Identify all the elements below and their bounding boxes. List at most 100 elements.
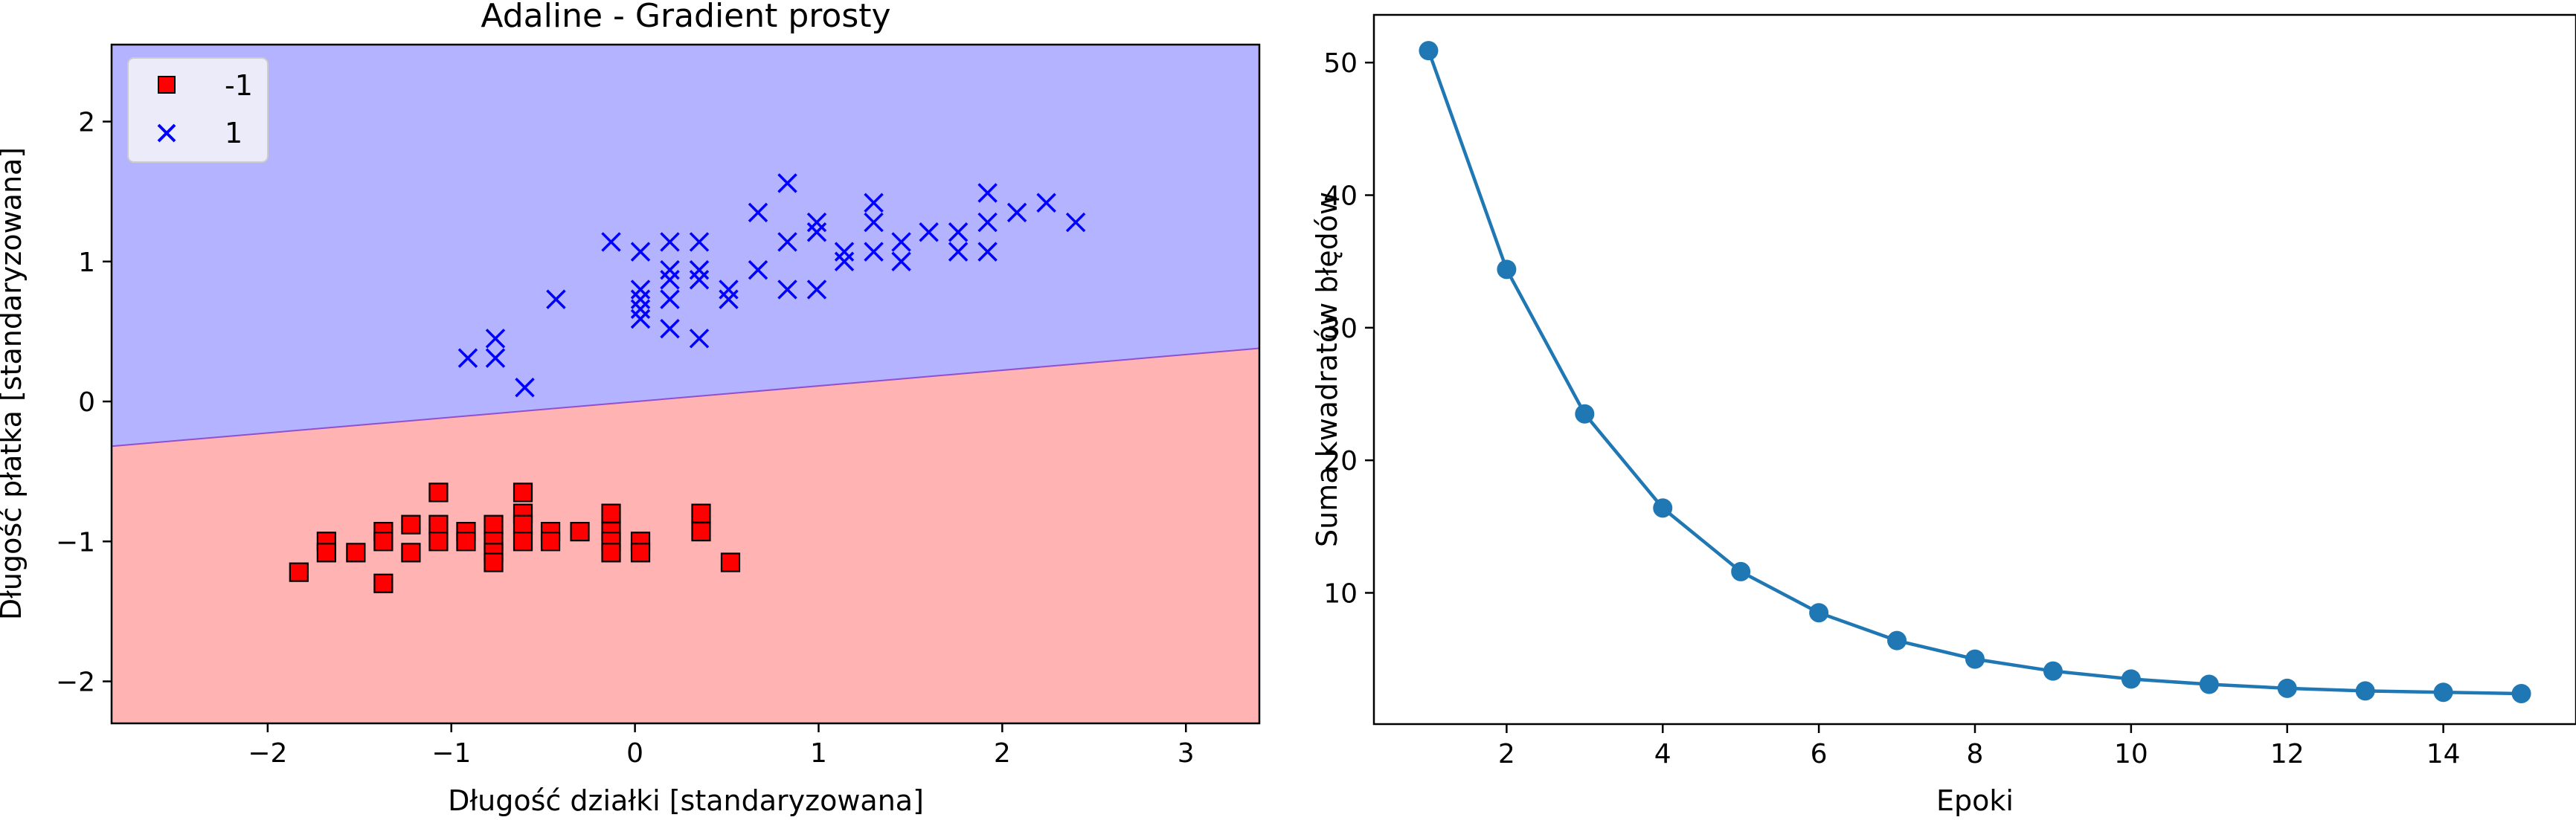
right-x-axis-label: Epoki [1936,784,2014,817]
point-class-1 [660,289,680,309]
point-class-neg1 [484,514,504,535]
y-tick-label: 2 [78,108,95,138]
point-class-neg1 [691,503,711,523]
point-class-1 [919,222,939,242]
point-class-1 [891,251,911,272]
cost-point [1497,259,1517,280]
point-class-1 [977,183,998,203]
left-y-axis-label: Długość płatka [standaryzowana] [0,147,28,620]
point-class-neg1 [570,522,590,542]
cost-line-series [1419,41,2531,703]
point-class-1 [719,289,739,309]
point-class-1 [777,232,797,252]
cost-per-epoch-plot: 2 4 6 8 10 12 14 10 20 30 40 50 Epoki Suma kwadrat… [1311,13,2576,817]
decision-region-plot: Adaline - Gradient prosty −2 −1 0 1 2 3 −2 −1 0… [0,0,1261,817]
x-tick-label: −2 [248,738,287,769]
point-class-1 [777,280,797,300]
point-class-neg1 [428,514,449,535]
point-class-1 [630,289,651,309]
point-class-1 [660,232,680,252]
point-class-neg1 [428,482,449,503]
right-y-axis-label: Suma kwadratów błędów [1311,192,1343,547]
point-class-1 [1006,202,1027,223]
right-x-ticks: 2 4 6 8 10 12 14 [1498,724,2461,769]
point-class-neg1 [373,532,394,552]
point-class-1 [748,202,768,223]
cost-point [1419,41,1439,61]
decision-regions [111,45,1260,723]
point-class-1 [689,270,710,290]
point-class-neg1 [484,552,504,572]
y-tick-label: 0 [78,387,95,418]
point-class-1 [515,377,535,398]
legend-square-marker [158,76,176,94]
legend-label-neg: -1 [225,69,253,102]
cost-point [2511,683,2531,703]
point-class-neg1 [289,562,309,582]
point-class-1 [806,212,827,233]
point-class-1 [891,232,911,252]
point-class-neg1 [720,552,741,572]
cost-point [2043,661,2063,681]
cost-point [1965,649,1985,669]
point-class-neg1 [540,532,561,552]
y-tick-label: 50 [1323,48,1358,79]
cost-point [1809,603,1829,623]
y-tick-label: 30 [1323,314,1358,344]
cost-point [2121,669,2141,689]
point-class-neg1 [316,543,336,563]
point-class-1 [806,280,827,300]
point-class-1 [1036,193,1056,213]
x-tick-label: 2 [994,738,1011,769]
cost-point [1887,630,1907,650]
left-x-axis-label: Długość działki [standaryzowana] [448,784,924,817]
left-x-ticks: −2 −1 0 1 2 3 [248,723,1195,769]
y-tick-label: 40 [1323,181,1358,212]
point-class-1 [864,193,884,213]
y-tick-label: −2 [56,668,95,698]
point-class-1 [457,348,478,368]
point-class-1 [630,299,651,320]
left-chart-title: Adaline - Gradient prosty [481,0,890,35]
point-class-1 [660,318,680,339]
point-class-neg1 [401,514,421,535]
right-plot-frame [1372,13,2576,726]
point-class-1 [660,270,680,290]
x-tick-label: 3 [1178,738,1195,769]
point-class-neg1 [513,532,533,552]
point-class-1 [689,259,710,280]
region-class-1 [112,45,1259,447]
point-class-1 [719,280,739,300]
point-class-1 [630,280,651,300]
point-class-neg1 [513,514,533,535]
legend: -1 1 [127,57,269,163]
point-class-1 [834,251,855,272]
decision-boundary [111,347,1260,448]
cost-point [2199,674,2219,694]
x-tick-label: 4 [1654,739,1671,769]
cost-point [1653,498,1673,518]
scatter-points [289,173,1086,593]
point-class-1 [977,242,998,262]
point-class-1 [864,212,884,233]
left-y-ticks: −2 −1 0 1 2 [56,108,112,698]
point-class-1 [601,232,621,252]
x-tick-label: 10 [2114,739,2148,769]
cost-point [1575,404,1595,424]
y-tick-label: 10 [1323,578,1358,609]
legend-x-marker [157,123,176,143]
region-class-neg1 [112,348,1259,723]
x-tick-label: 8 [1967,739,1984,769]
y-tick-label: −1 [56,527,95,558]
y-tick-label: 1 [78,248,95,278]
point-class-neg1 [630,543,651,563]
point-class-neg1 [601,543,621,563]
point-class-1 [689,232,710,252]
legend-label-pos: 1 [225,117,242,149]
point-class-neg1 [513,482,533,503]
x-tick-label: 14 [2426,739,2461,769]
cost-point [2355,681,2375,701]
x-tick-label: −1 [431,738,471,769]
y-tick-label: 20 [1323,446,1358,477]
